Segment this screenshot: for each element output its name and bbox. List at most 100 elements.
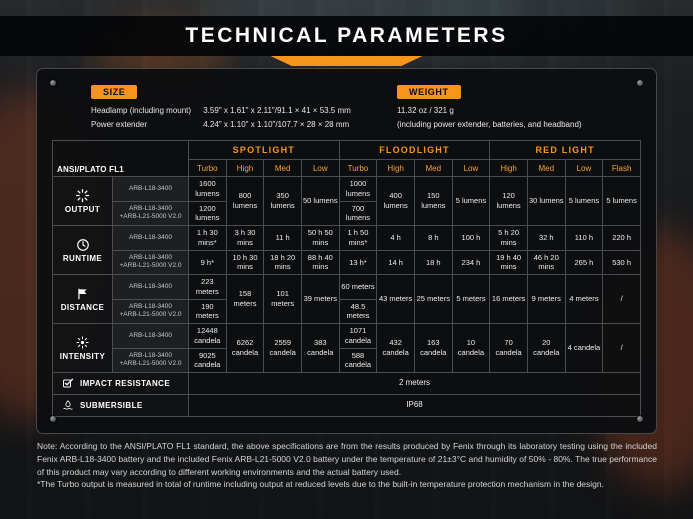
mode-column-header: Low — [564, 159, 604, 178]
spec-value-cell: 2559 candela — [263, 323, 302, 374]
mode-column-header: Low — [451, 159, 491, 178]
size-line-headlamp: Headlamp (including mount) 3.59" x 1.61"… — [91, 104, 391, 118]
spec-value-cell: 220 h — [602, 225, 641, 251]
spec-value-cell: 50 h 50 mins — [300, 225, 340, 251]
mode-column-header: Low — [300, 159, 340, 178]
spec-value-cell: 350 lumens — [263, 176, 302, 227]
metric-label-output: OUTPUT — [52, 176, 113, 227]
spec-value-cell: 1 h 30 mins* — [188, 225, 227, 251]
footnote-turbo: *The Turbo output is measured in total o… — [37, 479, 604, 490]
footer-label-text: IMPACT RESISTANCE — [80, 378, 171, 388]
spec-value-cell: 60 meters — [338, 274, 378, 300]
panel-screw — [50, 80, 56, 86]
panel-screw — [50, 416, 56, 422]
table-row: ARB-L18-3400 +ARB-L21-5000 V2.0 9 h* 10 h … — [53, 249, 641, 276]
spec-value-cell: 700 lumens — [338, 200, 378, 227]
spec-value-cell: 400 lumens — [376, 176, 415, 227]
spec-value-cell: 19 h 40 mins — [489, 249, 528, 276]
size-weight-section: SIZE Headlamp (including mount) 3.59" x … — [37, 69, 656, 138]
battery-label: ARB-L18-3400 +ARB-L21-5000 V2.0 — [111, 249, 190, 276]
table-row: IMPACT RESISTANCE 2 meters — [51, 372, 641, 396]
spec-value-cell: 14 h — [376, 249, 415, 276]
battery-label: ARB-L18-3400 — [111, 225, 190, 251]
table-row: INTENSITY ARB-L18-3400 12448 candela 6262 c… — [52, 323, 641, 374]
footnotes: Note: According to the ANSI/PLATO FL1 st… — [37, 440, 657, 491]
panel-screw — [637, 80, 643, 86]
title-accent-ribbon — [270, 56, 423, 66]
output-icon — [54, 188, 111, 203]
battery-label: ARB-L18-3400 +ARB-L21-5000 V2.0 — [111, 347, 190, 374]
spec-value-cell: / — [602, 274, 641, 325]
battery-label: ARB-L18-3400 — [111, 176, 190, 202]
table-row: RUNTIME ARB-L18-3400 1 h 30 mins* 3 h 30 mi… — [52, 225, 641, 276]
spec-value-cell: 158 meters — [225, 274, 265, 325]
table-row: OUTPUT ARB-L18-3400 1600 lumens 800 lumens 3… — [52, 176, 641, 227]
spec-value-cell: 25 meters — [413, 274, 453, 325]
table-row: ARB-L18-3400 +ARB-L21-5000 V2.0 190 meter… — [53, 298, 641, 325]
spec-value-cell: IP68 — [188, 394, 641, 418]
spec-value-cell: 6262 candela — [225, 323, 265, 374]
spec-value-cell: 800 lumens — [225, 176, 265, 227]
spec-value-cell: 50 lumens — [300, 176, 340, 227]
intensity-icon — [54, 335, 111, 350]
metric-name: INTENSITY — [59, 352, 106, 362]
footer-label-impact-resistance: IMPACT RESISTANCE — [51, 372, 190, 396]
battery-label: ARB-L18-3400 +ARB-L21-5000 V2.0 — [111, 200, 190, 227]
mode-column-header: Turbo — [188, 159, 227, 178]
spec-value-cell: 190 meters — [188, 298, 227, 325]
weight-value: 11.32 oz / 321 g — [397, 106, 454, 115]
impact-resistance-icon — [62, 377, 74, 389]
battery-label: ARB-L18-3400 — [111, 274, 190, 300]
spec-value-cell: 120 lumens — [489, 176, 528, 227]
spec-value-cell: 383 candela — [300, 323, 340, 374]
spec-value-cell: 16 meters — [489, 274, 528, 325]
spec-panel: SIZE Headlamp (including mount) 3.59" x … — [36, 68, 657, 434]
size-badge: SIZE — [91, 85, 138, 99]
footer-label-submersible: SUBMERSIBLE — [51, 394, 190, 418]
spec-value-cell: 1600 lumens — [188, 176, 227, 202]
mode-column-header: Med — [526, 159, 566, 178]
spec-value-cell: 5 lumens — [602, 176, 641, 227]
spec-value-cell: / — [602, 323, 641, 374]
page-title: TECHNICAL PARAMETERS — [185, 24, 508, 47]
weight-badge: WEIGHT — [397, 85, 461, 99]
spec-value-cell: 12448 candela — [188, 323, 227, 349]
spec-value-cell: 18 h 20 mins — [263, 249, 302, 276]
spec-value-cell: 18 h — [413, 249, 453, 276]
group-header-floodlight: FLOODLIGHT — [338, 140, 491, 161]
spec-value-cell: 5 lumens — [451, 176, 491, 227]
spec-value-cell: 10 candela — [451, 323, 491, 374]
spec-value-cell: 530 h — [602, 249, 641, 276]
spec-value-cell: 1 h 50 mins* — [338, 225, 378, 251]
spec-value-cell: 8 h — [413, 225, 453, 251]
spec-value-cell: 1200 lumens — [188, 200, 227, 227]
submersible-icon — [62, 399, 74, 411]
size-block: SIZE Headlamp (including mount) 3.59" x … — [91, 82, 391, 131]
spec-value-cell: 1000 lumens — [338, 176, 378, 202]
spec-value-cell: 163 candela — [413, 323, 453, 374]
table-header-row: ANSI/PLATO FL1 SPOTLIGHT FLOODLIGHT RED LIG… — [51, 140, 641, 178]
spec-value-cell: 46 h 20 mins — [526, 249, 566, 276]
spec-value-cell: 30 lumens — [526, 176, 566, 227]
spec-value-cell: 101 meters — [263, 274, 302, 325]
metric-label-runtime: RUNTIME — [52, 225, 113, 276]
group-header-red-light: RED LIGHT — [489, 140, 641, 161]
spec-value-cell: 32 h — [526, 225, 566, 251]
spec-value-cell: 2 meters — [188, 372, 641, 396]
spec-value-cell: 39 meters — [300, 274, 340, 325]
footnote-standard: Note: According to the ANSI/PLATO FL1 st… — [37, 441, 657, 477]
spec-value-cell: 11 h — [263, 225, 302, 251]
mode-column-header: High — [376, 159, 415, 178]
battery-label: ARB-L18-3400 — [111, 323, 190, 349]
spec-table: ANSI/PLATO FL1 SPOTLIGHT FLOODLIGHT RED LIG… — [51, 140, 641, 418]
metric-name: RUNTIME — [62, 253, 103, 263]
mode-column-header: High — [489, 159, 528, 178]
panel-screw — [637, 416, 643, 422]
spec-value-cell: 223 meters — [188, 274, 227, 300]
spec-value-cell: 110 h — [564, 225, 604, 251]
mode-column-header: Flash — [602, 159, 641, 178]
spec-value-cell: 5 meters — [451, 274, 491, 325]
mode-column-header: Med — [263, 159, 302, 178]
metric-name: DISTANCE — [60, 302, 105, 312]
